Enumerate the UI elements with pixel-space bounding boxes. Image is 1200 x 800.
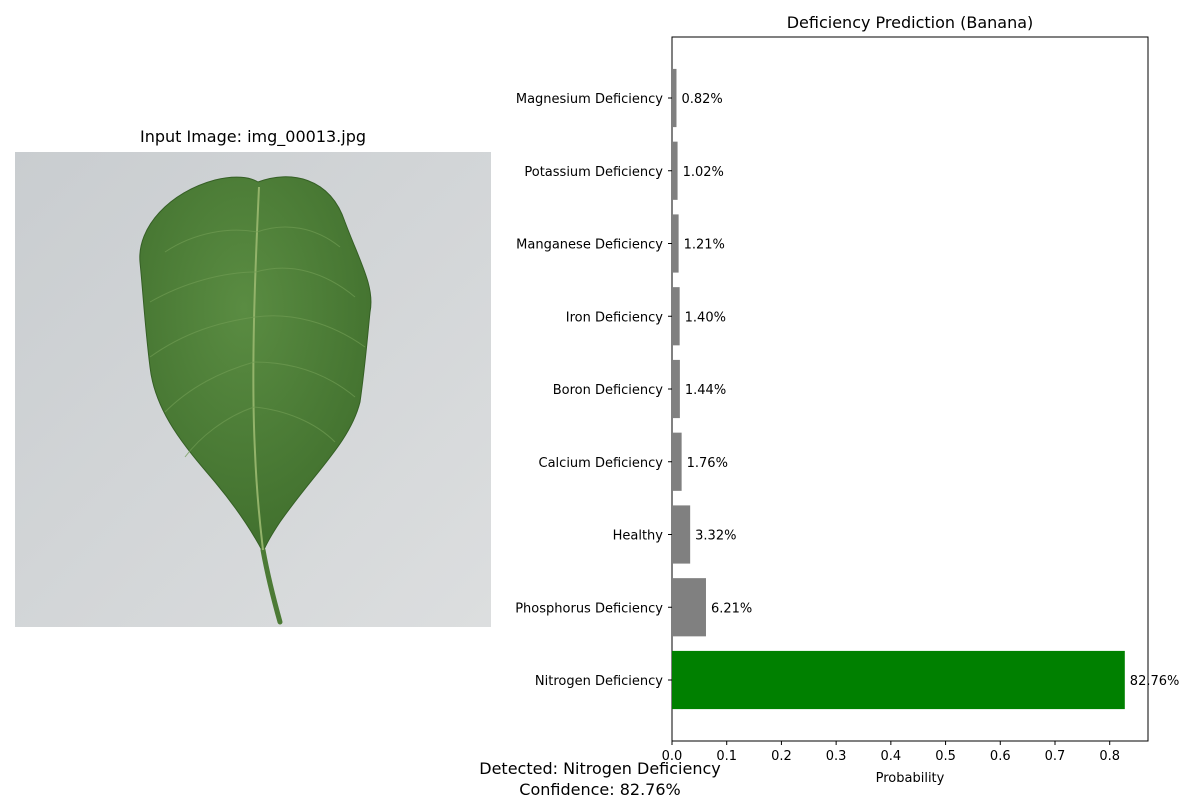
data-label-phosphorus-deficiency: 6.21% bbox=[711, 601, 752, 616]
x-tick-label: 0.7 bbox=[1045, 749, 1066, 764]
bar-iron-deficiency bbox=[672, 287, 680, 346]
bar-manganese-deficiency bbox=[672, 214, 679, 273]
bar-healthy bbox=[672, 505, 691, 564]
y-tick-label-healthy: Healthy bbox=[613, 529, 664, 544]
y-tick-label-potassium-deficiency: Potassium Deficiency bbox=[524, 165, 663, 180]
y-tick-label-boron-deficiency: Boron Deficiency bbox=[553, 383, 664, 398]
image-title: Input Image: img_00013.jpg bbox=[139, 127, 367, 146]
data-label-magnesium-deficiency: 0.82% bbox=[681, 92, 722, 107]
bar-phosphorus-deficiency bbox=[672, 578, 706, 637]
plot-frame bbox=[671, 36, 1149, 742]
chart-title: Deficiency Prediction (Banana) bbox=[787, 13, 1034, 32]
bar-potassium-deficiency bbox=[672, 141, 678, 200]
x-tick-label: 0.5 bbox=[935, 749, 956, 764]
x-tick-label: 0.3 bbox=[826, 749, 847, 764]
y-tick-label-magnesium-deficiency: Magnesium Deficiency bbox=[516, 92, 663, 107]
data-label-potassium-deficiency: 1.02% bbox=[683, 165, 724, 180]
data-label-calcium-deficiency: 1.76% bbox=[687, 456, 728, 471]
x-tick-label: 0.8 bbox=[1099, 749, 1120, 764]
x-tick-label: 0.6 bbox=[990, 749, 1011, 764]
x-tick-label: 0.4 bbox=[881, 749, 902, 764]
x-tick-label: 0.2 bbox=[771, 749, 792, 764]
data-label-healthy: 3.32% bbox=[695, 529, 736, 544]
data-label-boron-deficiency: 1.44% bbox=[685, 383, 726, 398]
bar-magnesium-deficiency bbox=[672, 68, 677, 128]
x-tick-label: 0.1 bbox=[716, 749, 737, 764]
data-label-iron-deficiency: 1.40% bbox=[685, 310, 726, 325]
bar-nitrogen-deficiency bbox=[672, 650, 1125, 710]
y-tick-label-manganese-deficiency: Manganese Deficiency bbox=[516, 238, 663, 253]
bar-calcium-deficiency bbox=[672, 432, 682, 491]
bar-boron-deficiency bbox=[672, 359, 680, 419]
x-tick-label: 0.0 bbox=[662, 749, 683, 764]
leaf-stem bbox=[260, 547, 283, 625]
data-label-manganese-deficiency: 1.21% bbox=[684, 238, 725, 253]
x-axis-label: Probability bbox=[876, 771, 945, 786]
leaf-image bbox=[15, 152, 491, 627]
data-label-nitrogen-deficiency: 82.76% bbox=[1130, 674, 1180, 689]
y-tick-label-phosphorus-deficiency: Phosphorus Deficiency bbox=[515, 601, 663, 616]
detected-label: Detected: Nitrogen Deficiency bbox=[479, 759, 721, 778]
y-tick-label-nitrogen-deficiency: Nitrogen Deficiency bbox=[535, 674, 663, 689]
y-tick-label-iron-deficiency: Iron Deficiency bbox=[566, 310, 664, 325]
leaf-midrib bbox=[252, 186, 264, 551]
confidence-label: Confidence: 82.76% bbox=[519, 780, 681, 799]
y-tick-label-calcium-deficiency: Calcium Deficiency bbox=[539, 456, 664, 471]
leaf-veins bbox=[149, 226, 366, 458]
